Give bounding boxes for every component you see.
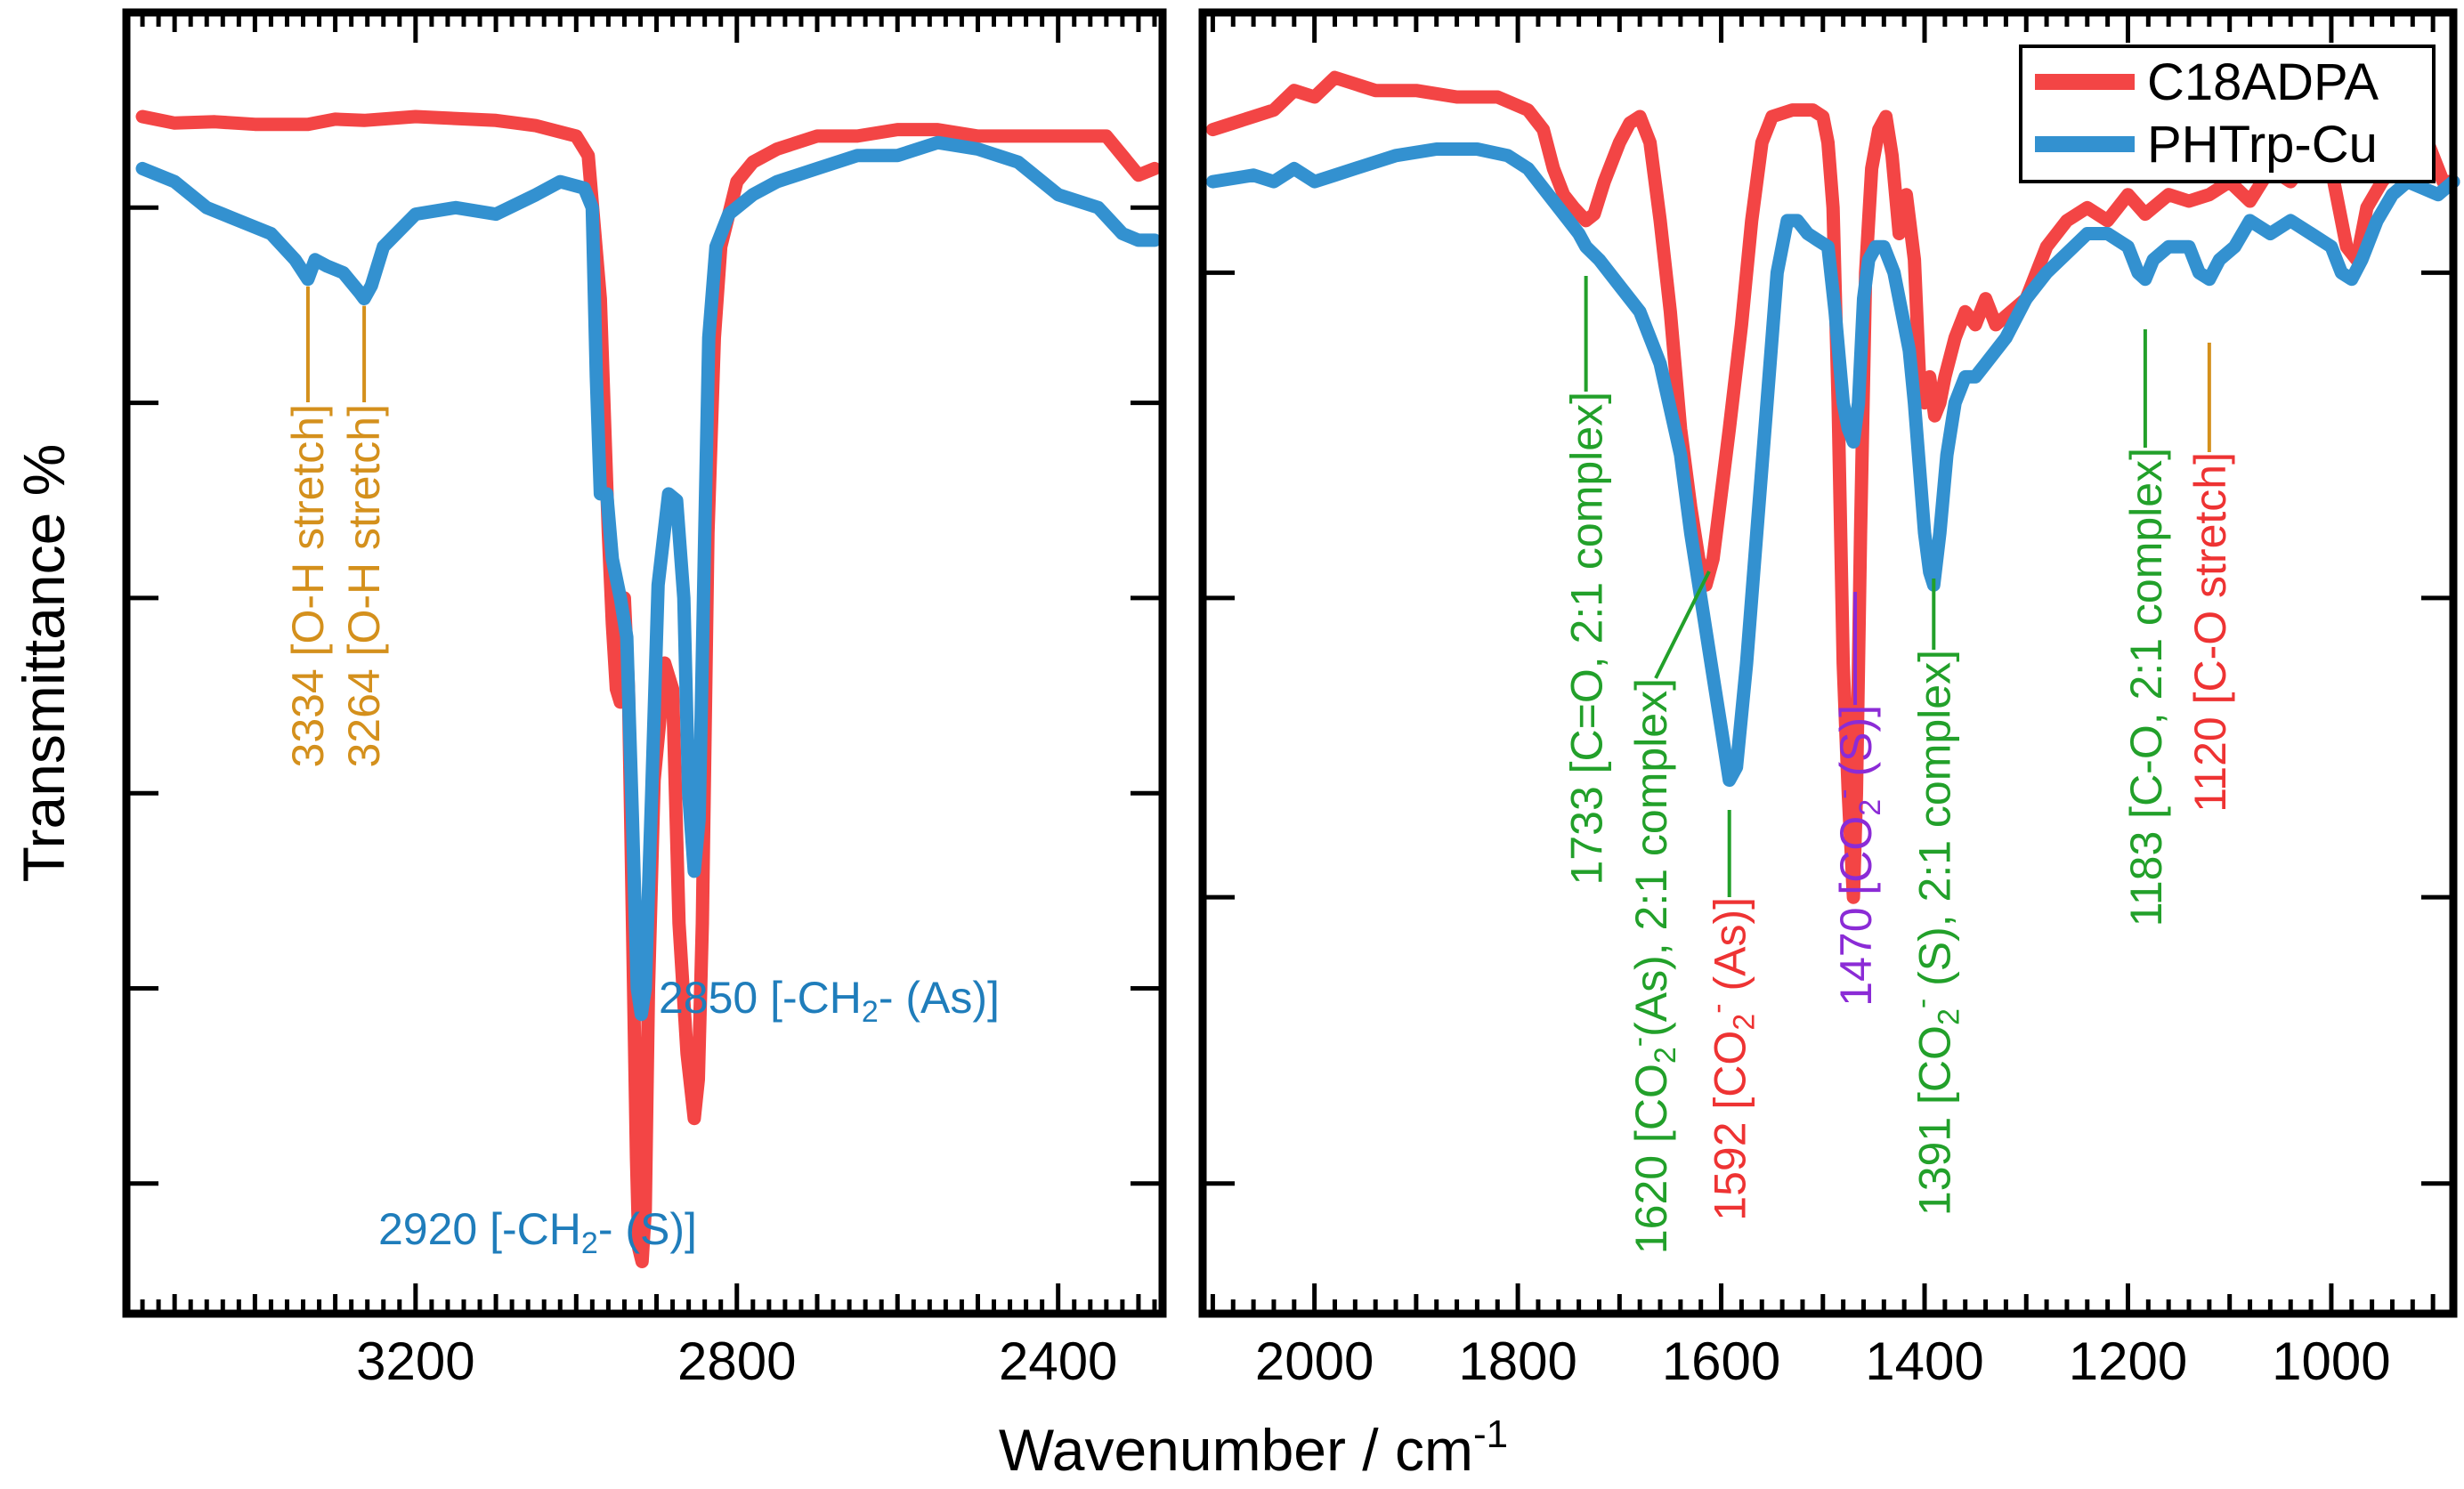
annotation-2920-sub: 2 [581,1226,598,1260]
left-tick-labels: 3200 2800 2400 [356,1331,1117,1391]
series-line-c18adpa [1205,70,2460,904]
annotation-1470-sup: - [1827,789,1860,798]
left-major-ticks [126,12,1163,1314]
legend-box [2019,45,2436,183]
annotation-1592-suffix: (As)] [1706,897,1755,1003]
annotation-oh-stretch-3334: 3334 [O-H stretch] [283,404,333,768]
series-line-phtrp-cu [1205,142,2460,788]
legend-label-c18adpa: C18ADPA [2147,53,2379,111]
annotation-2920-suffix: - (S)] [598,1204,697,1254]
annotation-1391-suffix: (S), 2:1 complex] [1909,650,1959,999]
x-tick-label: 1200 [2069,1331,2187,1391]
annotation-1183: 1183 [C-O, 2:1 complex] [2121,448,2171,927]
x-tick-label: 2800 [677,1331,796,1391]
left-plot-frame [122,8,1167,1318]
x-tick-label: 2400 [999,1331,1117,1391]
annotation-2920-prefix: 2920 [-CH [378,1204,581,1254]
annotation-1620-suffix: (As), 2:1 complex] [1626,678,1676,1037]
left-series-lines [135,109,1162,1268]
annotation-1470: 1470 [CO2- (S)] [1827,705,1887,1007]
annotation-1391: 1391 [CO2- (S), 2:1 complex] [1905,650,1966,1216]
y-axis-label: Transmittance % [11,444,77,883]
annotation-oh-stretch-3264: 3264 [O-H stretch] [339,404,389,768]
right-series-lines [1205,70,2460,904]
leader-1620 [1654,571,1711,679]
x-axis-label: Wavenumber / cm-1 [999,1412,1508,1483]
annotation-1391-prefix: 1391 [CO [1909,1025,1959,1216]
x-tick-label: 1000 [2272,1331,2390,1391]
annotation-1592-prefix: 1592 [CO [1706,1031,1755,1221]
annotation-1391-sub: 2 [1932,1008,1966,1025]
x-tick-label: 2000 [1255,1331,1374,1391]
annotation-1120: 1120 [C-O stretch] [2185,452,2235,813]
annotation-1470-sub: 2 [1853,799,1887,816]
annotation-2850-prefix: 2850 [-CH [659,973,862,1023]
x-tick-label: 3200 [356,1331,474,1391]
left-panel: 3334 [O-H stretch] 3264 [O-H stretch] 2850… [122,8,1167,1391]
x-axis-label-main: Wavenumber / cm [999,1417,1473,1483]
annotation-2850: 2850 [-CH2- (As)] [659,973,1000,1029]
left-annotations: 3334 [O-H stretch] 3264 [O-H stretch] 2850… [283,286,1000,1260]
x-tick-label: 1800 [1458,1331,1576,1391]
annotation-2850-sub: 2 [862,995,879,1029]
annotation-1391-sup: - [1905,999,1939,1008]
right-plot-frame [1198,8,2458,1318]
annotation-2850-suffix: - (As)] [879,973,1000,1023]
legend: C18ADPA PHTrp-Cu [2019,45,2436,183]
right-tick-labels: 2000 1800 1600 1400 1200 1000 [1255,1331,2391,1391]
right-annotations: 1733 [C=O, 2:1 complex]1620 [CO2-(As), 2… [1562,276,2235,1254]
x-tick-label: 1400 [1865,1331,1983,1391]
annotation-1470-suffix: (S)] [1831,705,1881,789]
annotation-1733: 1733 [C=O, 2:1 complex] [1562,392,1612,885]
annotation-1620-sub: 2 [1649,1047,1682,1064]
x-axis-label-exponent: -1 [1473,1412,1508,1456]
legend-label-phtrp-cu: PHTrp-Cu [2147,116,2378,174]
x-tick-label: 1600 [1662,1331,1780,1391]
series-line-phtrp-cu [135,135,1162,1022]
annotation-1620-sup: - [1622,1037,1656,1047]
right-major-ticks [1203,12,2453,1314]
annotation-2920: 2920 [-CH2- (S)] [378,1204,697,1260]
annotation-1620: 1620 [CO2-(As), 2:1 complex] [1622,678,1682,1254]
right-panel: 1733 [C=O, 2:1 complex]1620 [CO2-(As), 2… [1198,8,2460,1391]
annotation-1592-sub: 2 [1728,1014,1762,1031]
annotation-1470-prefix: 1470 [CO [1831,816,1881,1007]
annotation-1592: 1592 [CO2- (As)] [1701,897,1762,1221]
annotation-1592-sup: - [1701,1003,1735,1013]
annotation-1620-prefix: 1620 [CO [1626,1064,1676,1254]
